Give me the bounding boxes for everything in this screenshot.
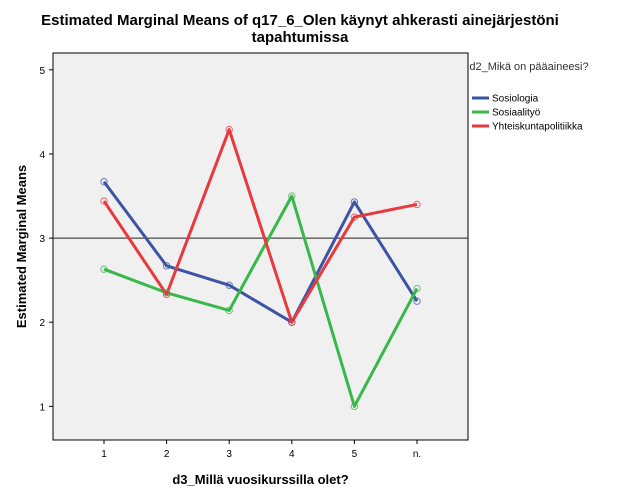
data-point <box>413 297 421 305</box>
data-point <box>350 402 359 411</box>
series-line-1 <box>103 194 419 408</box>
data-point <box>288 192 296 200</box>
x-tick-label: 1 <box>101 449 107 460</box>
x-tick-label: 2 <box>164 449 170 460</box>
data-point <box>288 318 296 326</box>
x-tick-label: 3 <box>226 449 232 460</box>
data-point <box>350 213 359 221</box>
y-tick-label: 3 <box>39 234 45 245</box>
plot-area <box>52 52 469 441</box>
legend-label: Sosiaalityö <box>492 108 541 119</box>
x-tick-label: 5 <box>352 449 358 460</box>
data-point <box>162 290 171 299</box>
x-axis-label: d3_Millä vuosikurssilla olet? <box>172 472 348 487</box>
legend-label: Yhteiskuntapolitiikka <box>492 122 583 133</box>
series-line-0 <box>102 180 419 324</box>
data-point <box>100 178 108 186</box>
legend-label: Sosiologia <box>492 94 539 105</box>
x-tick-label: n. <box>413 449 421 460</box>
chart-title: Estimated Marginal Means of q17_6_Olen k… <box>41 12 559 46</box>
y-tick-label: 1 <box>39 402 45 413</box>
y-tick-label: 4 <box>39 150 45 161</box>
data-point <box>225 281 233 289</box>
legend-title: d2_Mikä on pääaineesi? <box>469 61 588 73</box>
data-point <box>162 262 171 270</box>
y-axis-label: Estimated Marginal Means <box>14 165 29 328</box>
data-point <box>100 265 108 273</box>
data-point <box>350 198 359 206</box>
data-point <box>413 200 421 209</box>
series-line-2 <box>102 128 418 324</box>
data-point <box>225 306 233 315</box>
y-tick-label: 5 <box>39 66 45 77</box>
data-point <box>100 197 108 205</box>
y-tick-label: 2 <box>39 318 45 329</box>
x-tick-label: 4 <box>289 449 295 460</box>
data-point <box>225 125 233 134</box>
data-point <box>413 284 421 293</box>
